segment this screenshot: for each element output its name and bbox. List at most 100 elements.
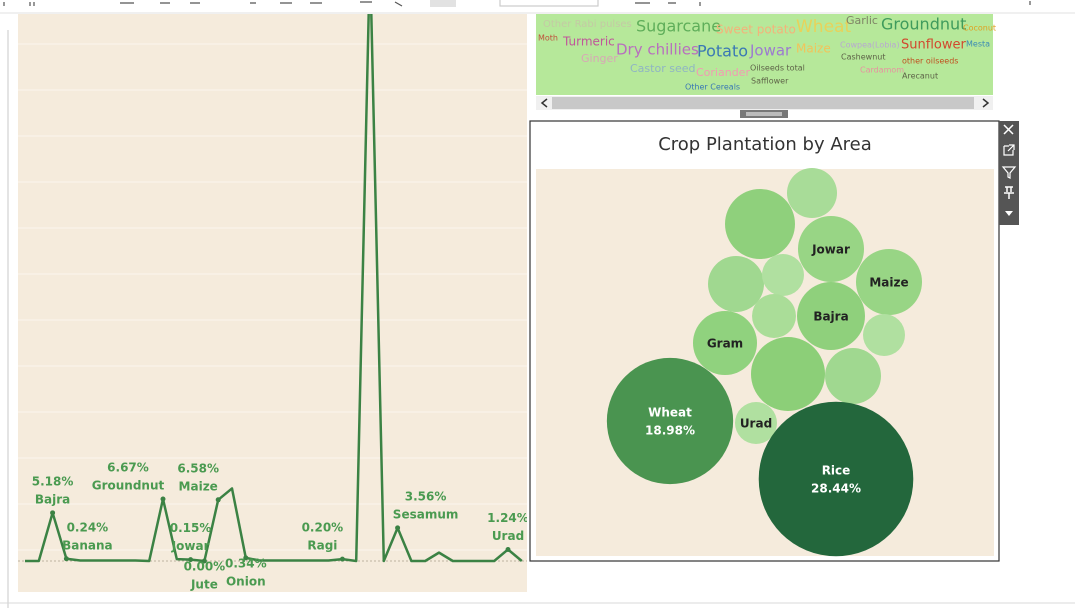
point	[339, 556, 345, 562]
bubble	[725, 189, 795, 259]
value-label: 3.56%	[405, 489, 447, 503]
point-label: Sesamum	[393, 507, 459, 521]
word: Other Cereals	[685, 83, 740, 92]
bubble	[758, 401, 914, 557]
point	[395, 525, 401, 531]
bubble-value-label: 18.98%	[645, 424, 695, 438]
word: Cowpea(Lobia)	[840, 41, 900, 50]
bubble-label: Bajra	[813, 310, 848, 324]
bubble	[786, 167, 838, 219]
point-label: Bajra	[35, 492, 70, 506]
bubble	[797, 282, 865, 350]
point-label: Jowar	[171, 539, 210, 553]
bubble	[735, 402, 777, 444]
value-label: 5.18%	[32, 474, 74, 488]
scroll-left[interactable]	[540, 98, 548, 108]
word: Safflower	[751, 77, 789, 86]
bubble-label: Gram	[707, 337, 743, 351]
panel-toolbar	[999, 121, 1019, 225]
value-label: 0.20%	[302, 521, 344, 535]
word: Dry chillies	[616, 41, 699, 59]
plot: 5.18% Bajra 0.24% Banana 6.67% Groundnut 0.15%…	[25, 14, 527, 592]
value-label: 0.24%	[67, 520, 109, 534]
word: Coconut	[963, 24, 996, 33]
word: Jowar	[749, 42, 792, 60]
bubble-label: Urad	[740, 417, 772, 431]
word: other oilseeds	[902, 57, 958, 66]
point-label: Jute	[190, 578, 218, 592]
word: Arecanut	[902, 72, 938, 81]
chart-title: Crop Plantation by Area	[658, 134, 872, 155]
filter-icon[interactable]	[1001, 166, 1017, 179]
panel-toolbar-bg	[999, 121, 1019, 225]
point	[243, 555, 249, 561]
bubble-label: Rice	[822, 464, 851, 478]
word: Other Rabi pulses	[543, 19, 632, 30]
point	[63, 556, 69, 562]
value-label: 6.67%	[107, 460, 149, 474]
popout-icon[interactable]	[1003, 144, 1015, 156]
word: Groundnut	[881, 15, 966, 34]
line	[25, 14, 523, 563]
value-label: 0.34%	[225, 556, 267, 570]
bubble	[752, 294, 796, 338]
bubble	[797, 215, 865, 283]
bubble-label: Wheat	[648, 406, 692, 420]
word: Maize	[796, 42, 831, 56]
resize-grip	[746, 112, 782, 116]
point	[160, 496, 166, 502]
word: Ginger	[581, 52, 618, 65]
word: Oilseeds total	[750, 64, 805, 73]
bubble	[750, 336, 826, 412]
value-label: 0.00%	[184, 560, 226, 574]
bubble	[825, 348, 881, 404]
word: Turmeric	[562, 35, 615, 49]
scroll-right[interactable]	[982, 98, 990, 108]
point-label: Banana	[62, 538, 113, 552]
word: Castor seed	[630, 62, 695, 75]
word: Sunflower	[901, 38, 967, 53]
point-label: Maize	[179, 479, 218, 493]
word: Sweet potato	[716, 23, 796, 37]
value-label: 0.15%	[170, 521, 212, 535]
point	[215, 497, 221, 503]
grid	[18, 43, 527, 551]
toolbar-icons[interactable]	[3, 0, 1031, 7]
line-chart: 5.18% Bajra 0.24% Banana 6.67% Groundnut 0.15%…	[18, 14, 527, 592]
bubble-value-label: 28.44%	[811, 482, 861, 496]
plot-background	[18, 14, 527, 592]
resize-handle[interactable]	[740, 110, 788, 118]
point	[188, 557, 194, 563]
point-label: Urad	[492, 529, 524, 543]
word: Sugarcane	[636, 17, 721, 36]
word: Cardamom	[860, 66, 904, 75]
word: Mesta	[966, 40, 990, 49]
bubble	[863, 314, 905, 356]
bubble-label: Jowar	[811, 243, 850, 257]
bubble	[855, 248, 923, 316]
point	[505, 546, 511, 552]
pin-icon[interactable]	[1004, 186, 1014, 199]
bubble-chart: Crop Plantation by Area Jowar Maize Bajra G…	[529, 120, 1000, 562]
bubble	[708, 256, 764, 312]
point-label: Groundnut	[92, 478, 165, 492]
bubble	[762, 254, 804, 296]
word: Wheat	[796, 17, 851, 37]
menu-icon[interactable]	[1005, 211, 1013, 216]
value-label: 6.58%	[177, 461, 219, 475]
word: Moth	[538, 34, 558, 43]
word: Coriander	[696, 66, 750, 79]
bubble-label: Maize	[869, 276, 908, 290]
bubble	[692, 310, 758, 376]
word-cloud-background	[536, 14, 993, 95]
bubble	[606, 357, 734, 485]
point-label: Ragi	[307, 539, 337, 553]
word: Garlic	[846, 14, 878, 27]
point	[201, 558, 207, 564]
word: Cashewnut	[841, 53, 885, 62]
scrollbar-thumb[interactable]	[552, 97, 974, 109]
close-icon[interactable]	[1003, 124, 1014, 135]
point	[50, 510, 56, 516]
